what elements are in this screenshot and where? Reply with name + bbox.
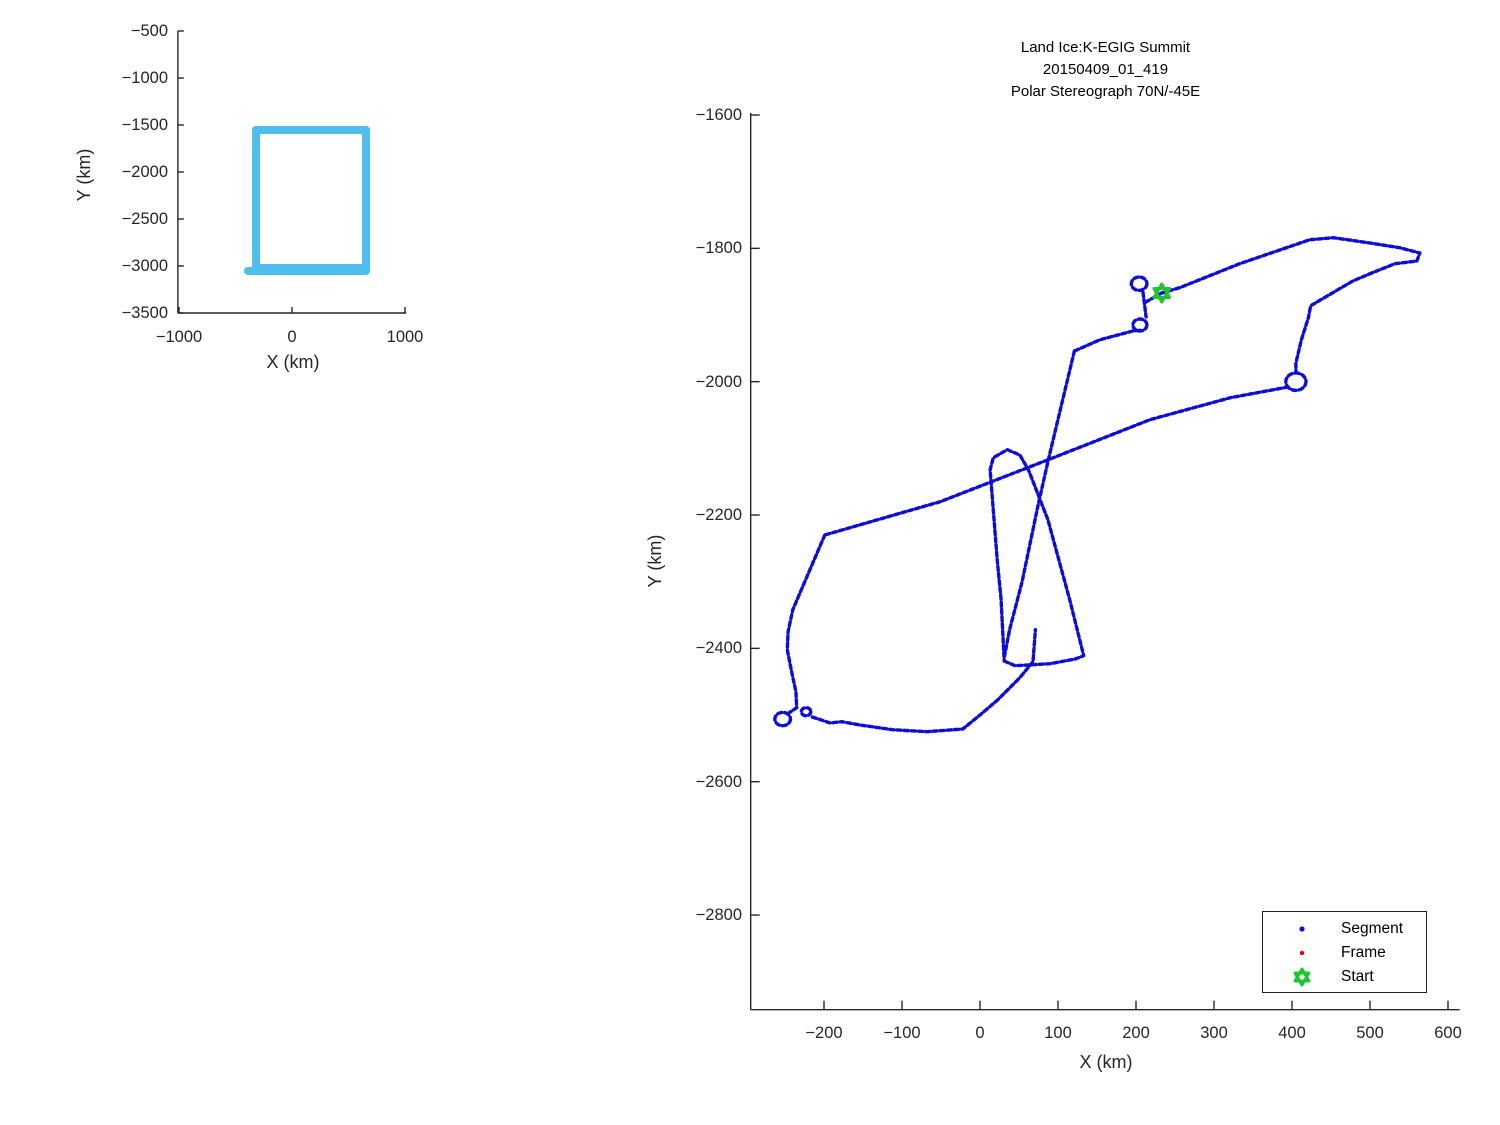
main-x-tick-label-3: 100 — [1044, 1024, 1072, 1042]
start-marker — [1152, 282, 1172, 304]
legend: Segment Frame Start — [1262, 911, 1427, 993]
main-x-tick-label-8: 600 — [1434, 1024, 1462, 1042]
inset-y-tick-label-3: −2000 — [121, 163, 168, 181]
track-strand-survey-sliver-loop — [988, 448, 1086, 668]
main-x-tick-label-5: 300 — [1200, 1024, 1228, 1042]
main-y-tick-label-6: −2800 — [695, 906, 742, 925]
main-x-tick-label-0: −200 — [805, 1024, 843, 1042]
track-strand-transit-southwest-diagonal — [823, 385, 1290, 537]
plot-title-line-3: Polar Stereograph 70N/-45E — [1010, 83, 1201, 100]
track-holding-loop-upper — [1129, 275, 1149, 293]
inset-xlabel: X (km) — [266, 352, 320, 372]
main-y-tick-label-4: −2400 — [695, 639, 742, 658]
track-strand-west-leg-south — [784, 533, 827, 717]
legend-frame-dot-icon — [1289, 941, 1315, 965]
legend-label-start: Start — [1341, 968, 1374, 985]
inset-y-tick-label-1: −1000 — [121, 69, 168, 87]
track-strand-south-bottom-leg-east — [810, 628, 1038, 734]
main-x-tick-label-4: 200 — [1122, 1024, 1150, 1042]
main-y-tick-label-0: −1600 — [695, 106, 742, 124]
plot-title: Land Ice:K-EGIG Summit 20150409_01_419 P… — [751, 37, 1460, 103]
track-southwest-turn-loop-small — [799, 705, 813, 718]
legend-label-segment: Segment — [1341, 920, 1404, 937]
main-x-tick-label-6: 400 — [1278, 1024, 1306, 1042]
inset-y-tick-label-0: −500 — [130, 22, 168, 40]
legend-label-frame: Frame — [1341, 944, 1386, 961]
main-ylabel: Y (km) — [645, 534, 665, 588]
main-x-tick-label-2: 0 — [975, 1024, 985, 1042]
inset-x-tick-label-2: 1000 — [386, 328, 424, 346]
main-y-tick-label-3: −2200 — [695, 506, 742, 525]
track-strand-connector-to-descent — [1072, 329, 1135, 353]
inset-y-tick-label-2: −1500 — [121, 116, 168, 134]
inset-y-tick-label-5: −3000 — [121, 257, 168, 275]
main-x-tick-label-7: 500 — [1356, 1024, 1384, 1042]
plot-title-line-1: Land Ice:K-EGIG Summit — [1020, 39, 1191, 56]
legend-row-frame: Frame — [1263, 941, 1426, 965]
main-xlabel: X (km) — [1079, 1052, 1133, 1072]
inset-x-tick-label-0: −1000 — [155, 328, 203, 346]
track-southwest-turn-loop-large — [773, 710, 793, 728]
track-turn-loop-2000 — [1284, 371, 1308, 393]
legend-start-star-icon — [1289, 965, 1315, 989]
track-strand-outbound-northeast-and-turnback — [1160, 236, 1422, 374]
inset-plot — [177, 30, 407, 314]
legend-row-start: Start — [1263, 965, 1426, 989]
track-holding-loop-lower — [1131, 317, 1149, 333]
main-y-tick-label-1: −1800 — [695, 239, 742, 258]
plot-title-line-2: 20150409_01_419 — [1042, 61, 1169, 78]
inset-x-tick-label-1: 0 — [287, 328, 297, 346]
legend-row-segment: Segment — [1263, 917, 1426, 941]
main-y-tick-label-5: −2600 — [695, 772, 742, 791]
legend-segment-dot-icon — [1289, 917, 1315, 941]
track-strand-holding-loop-neck — [1141, 290, 1148, 319]
inset-y-tick-label-6: −3500 — [121, 304, 168, 322]
inset-y-tick-label-4: −2500 — [121, 210, 168, 228]
main-x-tick-label-1: −100 — [883, 1024, 921, 1042]
main-y-tick-label-2: −2000 — [695, 372, 742, 391]
track-strand-summit-descent-line — [1002, 349, 1077, 660]
